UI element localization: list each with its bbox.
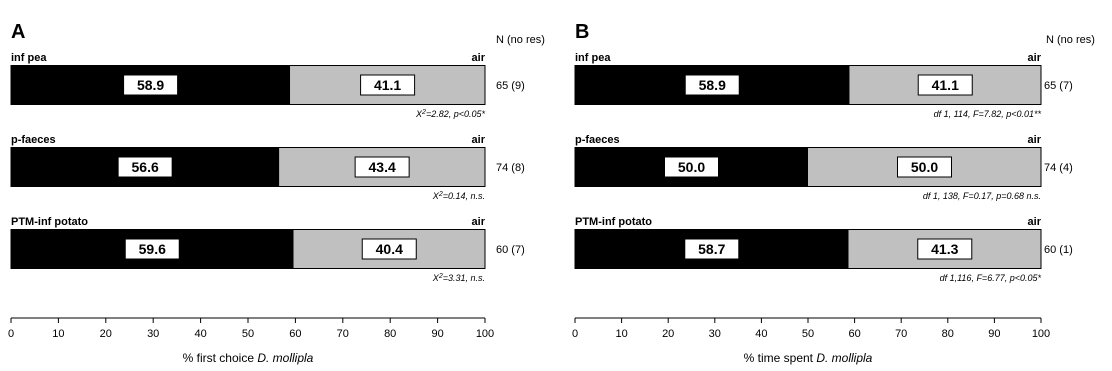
x-axis-label: % time spent D. mollipla	[744, 351, 873, 365]
n-value: 65 (9)	[496, 80, 525, 92]
reference-label: air	[1028, 134, 1042, 146]
stat-annotation: X2=3.31, n.s.	[432, 273, 485, 284]
n-value: 60 (1)	[1044, 244, 1073, 256]
panel-letter: A	[11, 21, 25, 43]
value-label-box	[360, 74, 416, 96]
stat-text: =3.31, n.s.	[443, 273, 485, 283]
x-tick-label: 80	[384, 328, 396, 340]
value-label-box	[354, 156, 410, 178]
bar-outline	[10, 147, 486, 187]
value-label: 41.1	[374, 77, 401, 93]
bar-outline	[574, 65, 1042, 105]
stat-text: df 1, 138, F=0.17, p=0.68 n.s.	[923, 191, 1041, 201]
stat-text: df 1, 114, F=7.82, p<0.01**	[934, 109, 1042, 119]
category-label: PTM-inf potato	[11, 216, 88, 228]
value-label: 58.9	[137, 77, 164, 93]
x-tick-label: 60	[289, 328, 301, 340]
x-tick-label: 0	[8, 328, 14, 340]
n-value: 74 (4)	[1044, 162, 1073, 174]
x-axis-label-text: % time spent	[744, 351, 817, 365]
x-tick-label: 40	[755, 328, 767, 340]
x-tick-label: 90	[431, 328, 443, 340]
value-label: 40.4	[376, 241, 403, 257]
value-label-box	[684, 74, 740, 96]
x-tick-label: 30	[709, 328, 721, 340]
value-label: 41.1	[932, 77, 959, 93]
n-header: N (no res)	[1046, 34, 1095, 46]
x-axis-label: % first choice D. mollipla	[183, 351, 314, 365]
stat-text: X	[415, 109, 423, 119]
stat-superscript: 2	[438, 273, 443, 280]
value-label-box	[664, 156, 719, 178]
value-label-box	[897, 156, 952, 178]
x-tick-label: 20	[662, 328, 674, 340]
value-label: 50.0	[911, 159, 938, 175]
value-label: 58.9	[699, 77, 726, 93]
x-tick-label: 30	[147, 328, 159, 340]
reference-label: air	[472, 134, 486, 146]
stat-annotation: df 1, 138, F=0.17, p=0.68 n.s.	[923, 191, 1041, 201]
category-label: p-faeces	[575, 134, 620, 146]
reference-label: air	[1028, 216, 1042, 228]
n-value: 74 (8)	[496, 162, 525, 174]
value-label: 59.6	[139, 241, 166, 257]
x-tick-label: 10	[52, 328, 64, 340]
x-tick-label: 60	[848, 328, 860, 340]
x-tick-label: 80	[942, 328, 954, 340]
value-label-box	[684, 238, 740, 260]
reference-label: air	[472, 52, 486, 64]
stat-annotation: X2=2.82, p<0.05*	[415, 109, 485, 120]
x-tick-label: 50	[242, 328, 254, 340]
stat-text: =2.82, p<0.05*	[426, 109, 486, 119]
x-axis-label-species: D. mollipla	[257, 351, 313, 365]
x-tick-label: 20	[100, 328, 112, 340]
value-label: 50.0	[678, 159, 705, 175]
x-tick-label: 0	[572, 328, 578, 340]
stat-text: df 1,116, F=6.77, p<0.05*	[940, 273, 1042, 283]
category-label: PTM-inf potato	[575, 216, 652, 228]
category-label: p-faeces	[11, 134, 56, 146]
n-value: 60 (7)	[496, 244, 525, 256]
value-label-box	[124, 238, 180, 260]
stat-annotation: X2=0.14, n.s.	[432, 191, 485, 202]
x-tick-label: 70	[895, 328, 907, 340]
stat-superscript: 2	[438, 191, 443, 198]
bar-outline	[10, 65, 486, 105]
value-label-box	[917, 238, 973, 260]
value-label: 58.7	[698, 241, 725, 257]
bar-outline	[574, 229, 1042, 269]
value-label: 41.3	[931, 241, 958, 257]
stat-text: =0.14, n.s.	[443, 191, 485, 201]
x-tick-label: 100	[476, 328, 494, 340]
bar-outline	[10, 229, 486, 269]
x-tick-label: 90	[988, 328, 1000, 340]
stat-annotation: df 1,116, F=6.77, p<0.05*	[940, 273, 1042, 283]
panel-letter: B	[575, 21, 589, 43]
value-label-box	[917, 74, 973, 96]
x-tick-label: 10	[615, 328, 627, 340]
stat-annotation: df 1, 114, F=7.82, p<0.01**	[934, 109, 1042, 119]
reference-label: air	[1028, 52, 1042, 64]
x-tick-label: 50	[802, 328, 814, 340]
stat-text: X	[432, 191, 440, 201]
value-label-box	[123, 74, 179, 96]
category-label: inf pea	[11, 52, 47, 64]
bar-outline	[574, 147, 1042, 187]
value-label-box	[361, 238, 417, 260]
x-axis-label-species: D. mollipla	[816, 351, 872, 365]
x-tick-label: 40	[194, 328, 206, 340]
n-value: 65 (7)	[1044, 80, 1073, 92]
x-tick-label: 100	[1032, 328, 1050, 340]
x-axis-label-text: % first choice	[183, 351, 258, 365]
category-label: inf pea	[575, 52, 611, 64]
x-tick-label: 70	[337, 328, 349, 340]
value-label: 43.4	[369, 159, 396, 175]
stat-superscript: 2	[421, 109, 426, 116]
reference-label: air	[472, 216, 486, 228]
n-header: N (no res)	[496, 34, 545, 46]
value-label: 56.6	[132, 159, 159, 175]
value-label-box	[117, 156, 173, 178]
stat-text: X	[432, 273, 440, 283]
